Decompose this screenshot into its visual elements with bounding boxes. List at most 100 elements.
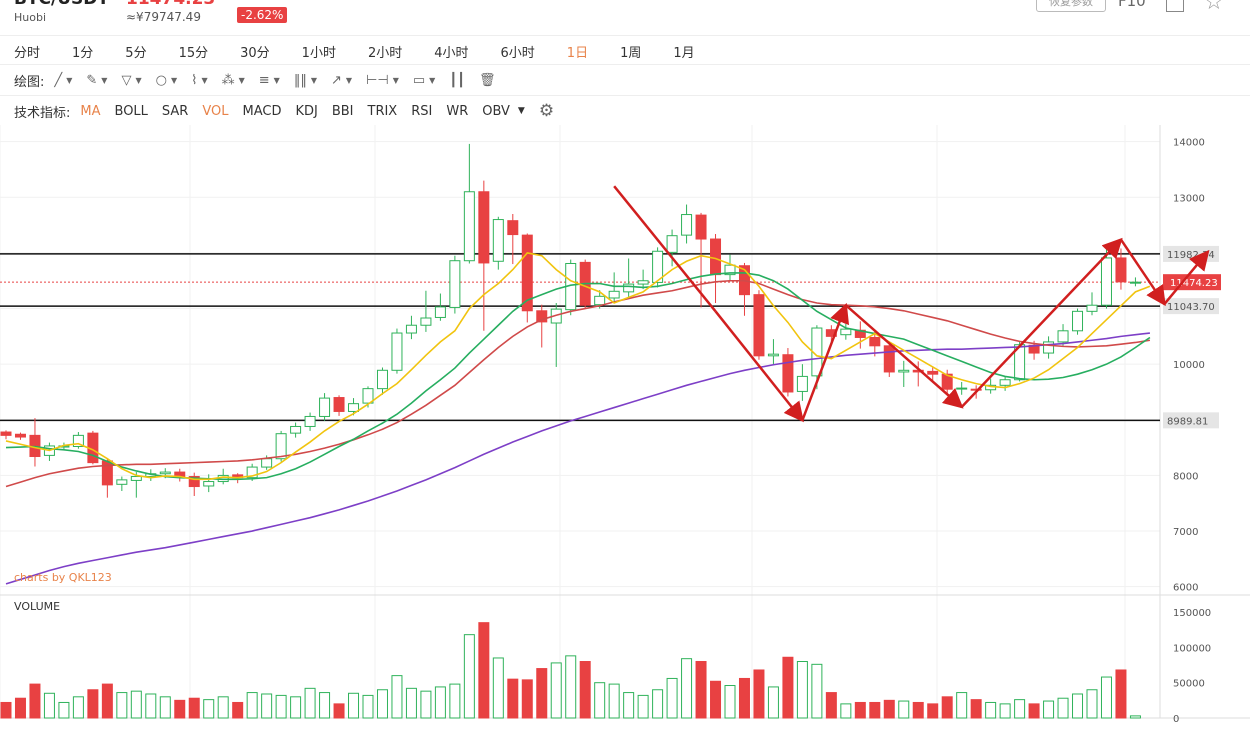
- trend-arrow: [960, 237, 1123, 408]
- reset-params-button[interactable]: 恢复参数: [1036, 0, 1106, 12]
- trend-arrow: [714, 310, 804, 423]
- timeframe-tab[interactable]: 5分: [125, 45, 147, 61]
- volume-bar: [550, 662, 562, 719]
- candle-body: [1086, 304, 1098, 312]
- gann-tool-icon[interactable]: ‖‖ ▼: [294, 73, 317, 88]
- candle-body: [536, 310, 548, 323]
- timeframe-tab[interactable]: 1小时: [301, 45, 336, 61]
- candle-body: [14, 433, 26, 438]
- volume-bar: [695, 661, 707, 719]
- wave-tool-icon[interactable]: ⌇ ▼: [191, 73, 208, 88]
- star-icon[interactable]: ☆: [1204, 0, 1224, 15]
- candle-body: [840, 328, 852, 336]
- brush-tool-icon[interactable]: ✎ ▼: [86, 73, 107, 88]
- timeframe-tab[interactable]: 1周: [620, 45, 642, 61]
- candle-body: [898, 369, 910, 373]
- brush-tool-icon-glyph: ✎: [86, 72, 98, 88]
- shape-tool-icon[interactable]: ▽ ▼: [121, 73, 141, 88]
- volume-bar: [666, 677, 678, 719]
- caret-down-icon[interactable]: ▼: [273, 75, 280, 85]
- timeframe-tab[interactable]: 30分: [240, 45, 270, 61]
- caret-down-icon[interactable]: ▼: [345, 75, 353, 85]
- candle-body: [188, 476, 200, 488]
- indicator-kdj[interactable]: KDJ: [295, 103, 318, 119]
- caret-down-icon[interactable]: ▼: [429, 75, 436, 85]
- candle-body: [362, 388, 374, 404]
- indicator-sar[interactable]: SAR: [161, 103, 189, 119]
- candle-body: [159, 471, 171, 475]
- candle-body: [695, 214, 707, 240]
- indicator-ma[interactable]: MA: [80, 103, 101, 119]
- indicator-more-caret-icon[interactable]: ▼: [517, 106, 525, 116]
- indicator-trix[interactable]: TRIX: [367, 103, 398, 119]
- caret-down-icon[interactable]: ▼: [201, 75, 208, 85]
- volume-bar: [478, 622, 490, 719]
- settings-gear-icon[interactable]: ⚙: [538, 101, 555, 121]
- f10-button[interactable]: F10: [1118, 0, 1146, 10]
- change-badge: -2.62%: [237, 7, 288, 23]
- volume-bar: [1115, 669, 1127, 719]
- circle-tool-icon[interactable]: ○ ▼: [156, 73, 178, 88]
- volume-bar: [1100, 676, 1112, 719]
- circle-tool-icon-glyph: ○: [155, 72, 167, 88]
- timeframe-tab[interactable]: 15分: [178, 45, 209, 61]
- ma30-line: [5, 279, 1151, 488]
- volume-tick-label: 50000: [1173, 679, 1205, 690]
- volume-bar: [883, 699, 895, 719]
- price-level-tag: [1163, 412, 1219, 429]
- timeframe-tab[interactable]: 4小时: [434, 45, 469, 61]
- timeframe-tab[interactable]: 1分: [72, 45, 94, 61]
- caret-down-icon[interactable]: ▼: [310, 75, 317, 85]
- volume-bar: [333, 703, 345, 719]
- timeframe-tab[interactable]: 2小时: [367, 45, 403, 61]
- indicator-obv[interactable]: OBV: [482, 103, 510, 119]
- volume-bar: [405, 687, 417, 719]
- candle-body: [348, 403, 360, 412]
- fullscreen-icon[interactable]: [1166, 0, 1184, 12]
- timeframe-tab[interactable]: 6小时: [500, 45, 535, 61]
- comment-tool-icon[interactable]: ▭ ▼: [413, 73, 435, 88]
- volume-bar: [536, 668, 548, 719]
- caret-down-icon[interactable]: ▼: [392, 75, 399, 85]
- candlestick-chart[interactable]: 6000700080009000100001100012000130001400…: [0, 125, 1250, 732]
- candle-body: [999, 379, 1011, 386]
- volume-tick-label: 0: [1173, 714, 1179, 725]
- trash-icon[interactable]: 🗑: [479, 73, 496, 88]
- candle-body: [666, 235, 678, 253]
- caret-down-icon[interactable]: ▼: [101, 75, 108, 85]
- indicator-rsi[interactable]: RSI: [411, 103, 433, 119]
- volume-bar: [101, 683, 113, 719]
- price-level-label: 8989.81: [1167, 416, 1208, 427]
- timeframe-tab[interactable]: 1月: [673, 45, 695, 61]
- candle-body: [246, 466, 258, 479]
- fib-tool-icon[interactable]: ≡ ▼: [259, 73, 280, 88]
- volume-bar: [869, 701, 881, 719]
- line-tool-icon[interactable]: ╱ ▼: [54, 73, 72, 88]
- indicator-bbi[interactable]: BBI: [331, 103, 354, 119]
- caret-down-icon[interactable]: ▼: [66, 75, 73, 85]
- volume-bar: [985, 701, 997, 719]
- indicator-boll[interactable]: BOLL: [114, 103, 148, 119]
- caret-down-icon[interactable]: ▼: [170, 75, 178, 85]
- caret-down-icon[interactable]: ▼: [238, 75, 245, 85]
- measure-tool-icon[interactable]: ⊢⊣ ▼: [366, 73, 399, 88]
- indicator-macd[interactable]: MACD: [242, 103, 282, 119]
- volume-bar: [521, 679, 533, 719]
- pair-title: BTC/USDT: [14, 0, 109, 9]
- volume-bar: [927, 703, 939, 719]
- indicator-wr[interactable]: WR: [446, 103, 469, 119]
- timeframe-tab[interactable]: 1日: [566, 45, 589, 61]
- volume-bar: [116, 692, 128, 719]
- current-price-tag: [1163, 274, 1221, 291]
- pattern-tool-icon[interactable]: ⁂ ▼: [222, 73, 245, 88]
- candle-body: [275, 433, 287, 460]
- candle-tool-icon[interactable]: ┃┃: [449, 73, 465, 88]
- volume-bar: [637, 694, 649, 719]
- indicator-vol[interactable]: VOL: [202, 103, 229, 119]
- timeframe-tab[interactable]: 分时: [14, 45, 41, 61]
- volume-bar: [319, 692, 331, 719]
- caret-down-icon[interactable]: ▼: [135, 75, 142, 85]
- volume-bar: [767, 686, 779, 719]
- arrow-tool-icon[interactable]: ↗ ▼: [331, 73, 352, 88]
- candle-body: [767, 353, 779, 357]
